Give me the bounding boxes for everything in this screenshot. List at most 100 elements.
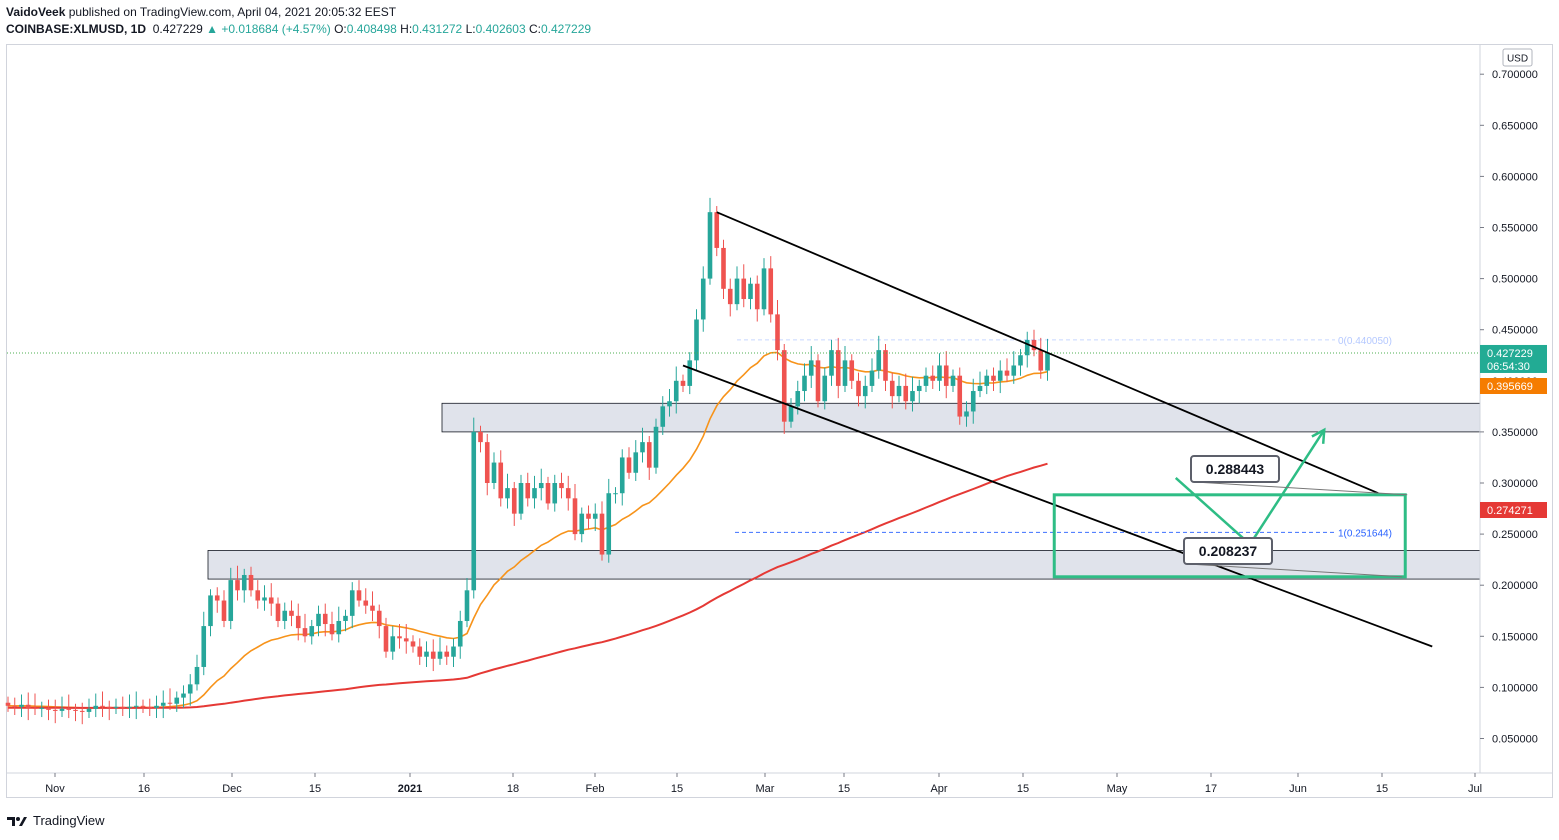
candle-body xyxy=(984,375,990,386)
candle-body xyxy=(876,350,882,371)
candle-body xyxy=(282,610,288,621)
x-tick-label: Feb xyxy=(586,783,605,795)
candle-body xyxy=(619,457,625,494)
candle-body xyxy=(748,283,753,300)
y-tick-label: 0.050000 xyxy=(1492,734,1538,746)
candle-body xyxy=(1038,350,1044,371)
candle-body xyxy=(606,493,612,555)
candle-body xyxy=(741,278,747,300)
close-label: C: xyxy=(529,22,541,36)
candle-body xyxy=(586,513,591,519)
candle-body xyxy=(255,590,261,601)
candle-body xyxy=(424,651,429,657)
candle-body xyxy=(592,513,598,519)
high-label: H: xyxy=(400,22,413,36)
candle-body xyxy=(336,620,342,635)
candle-body xyxy=(633,452,639,473)
y-tick-label: 0.450000 xyxy=(1492,325,1538,337)
x-tick-label: Jul xyxy=(1468,783,1482,795)
channel-upper-line xyxy=(716,211,1379,495)
footer: TradingView xyxy=(6,813,105,828)
candle-body xyxy=(52,709,58,711)
candle-body xyxy=(93,705,99,709)
y-tick-label: 0.200000 xyxy=(1492,580,1538,592)
candle-body xyxy=(140,705,146,707)
candle-body xyxy=(343,615,348,621)
last-price-tag xyxy=(1480,344,1547,373)
candle-body xyxy=(869,370,875,386)
x-tick-label: 15 xyxy=(838,783,850,795)
author-name[interactable]: VaidoVeek xyxy=(6,5,66,19)
candle-body xyxy=(451,646,456,657)
fib-level-label: 1(0.251644) xyxy=(1338,528,1392,539)
price-axis: 0.050000 0.100000 0.150000 0.200000 0.250000… xyxy=(7,45,1552,774)
candle-body xyxy=(572,498,578,535)
candle-body xyxy=(761,268,767,310)
candle-body xyxy=(316,613,321,627)
candle-body xyxy=(194,666,200,685)
y-tick-label: 0.350000 xyxy=(1492,427,1538,439)
y-tick-label: 0.250000 xyxy=(1492,529,1538,541)
candle-body xyxy=(970,391,976,412)
fib-level-label: 0(0.440050) xyxy=(1338,336,1392,347)
open-label: O: xyxy=(334,22,347,36)
candle-body xyxy=(5,702,11,706)
candle-body xyxy=(147,706,153,708)
target-box xyxy=(1052,493,1407,579)
candle-body xyxy=(788,406,794,422)
candle-body xyxy=(390,636,396,652)
candle-body xyxy=(464,590,470,621)
symbol-label: COINBASE:XLMUSD, 1D xyxy=(6,22,147,36)
candle-body xyxy=(937,365,942,381)
candle-body xyxy=(505,488,510,499)
candle-body xyxy=(842,360,848,386)
y-tick-label: 0.550000 xyxy=(1492,223,1538,235)
brand-name[interactable]: TradingView xyxy=(33,813,105,828)
candle-body xyxy=(100,705,105,707)
candle-body xyxy=(160,702,166,706)
y-tick-label: 0.650000 xyxy=(1492,120,1538,132)
candle-body xyxy=(829,350,834,376)
candle-body xyxy=(403,638,409,642)
candle-body xyxy=(356,590,362,601)
candle-body xyxy=(484,442,490,483)
x-tick-label: 15 xyxy=(671,783,683,795)
x-tick-label: 15 xyxy=(1017,783,1029,795)
candle-body xyxy=(154,705,159,708)
candle-body xyxy=(302,628,308,637)
candle-body xyxy=(727,288,733,305)
candle-body xyxy=(545,483,551,504)
candle-body xyxy=(613,493,618,495)
last-price-text: 06:54:30 xyxy=(1487,361,1530,373)
sma-line xyxy=(8,462,1048,709)
candle-body xyxy=(498,462,504,499)
candle-body xyxy=(802,375,807,392)
y-tick-label: 0.150000 xyxy=(1492,631,1538,643)
candle-body xyxy=(113,706,119,708)
currency-label: USD xyxy=(1507,54,1528,65)
candle-body xyxy=(19,704,24,707)
candle-body xyxy=(167,702,173,704)
candle-body xyxy=(964,411,969,417)
publish-text: published on TradingView.com, April 04, … xyxy=(68,5,397,19)
candle-body xyxy=(673,380,679,402)
candle-body xyxy=(309,626,315,637)
candle-body xyxy=(707,212,713,279)
candle-body xyxy=(538,483,544,489)
ema-value-text: 0.395669 xyxy=(1487,381,1533,393)
candle-body xyxy=(667,401,672,407)
x-tick-label: 16 xyxy=(138,783,150,795)
candle-body xyxy=(646,442,652,468)
projection-arrowhead xyxy=(1311,427,1326,444)
candle-body xyxy=(700,278,706,320)
candle-body xyxy=(781,350,787,422)
candle-body xyxy=(491,462,497,483)
candle-body xyxy=(997,370,1003,381)
candle-body xyxy=(660,406,666,427)
candle-body xyxy=(599,513,605,555)
upper-value-callout-text: 0.288443 xyxy=(1206,461,1265,477)
candle-body xyxy=(430,651,436,659)
sma-value-tag xyxy=(1480,502,1547,518)
candle-body xyxy=(376,610,382,627)
